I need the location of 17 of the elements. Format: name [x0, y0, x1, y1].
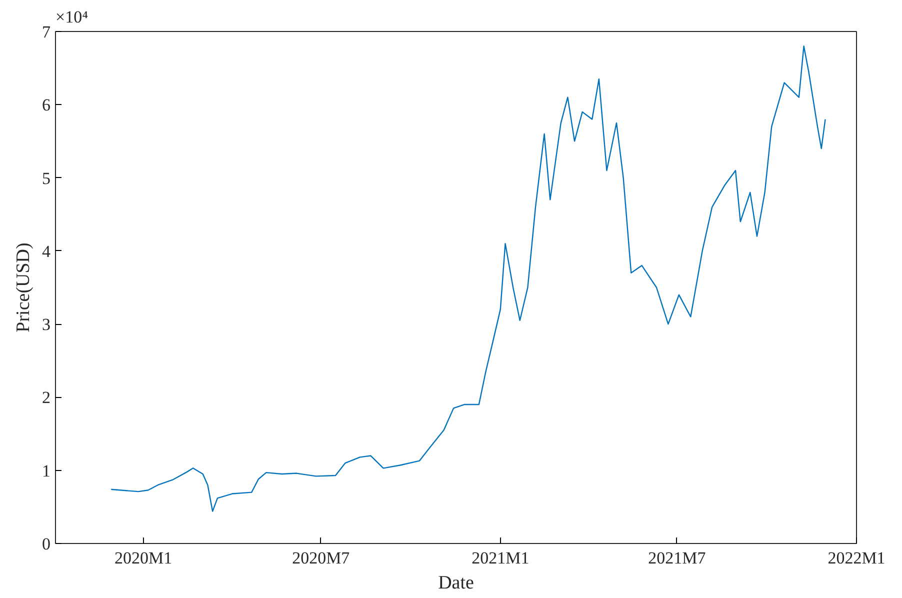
y-tick-label: 5: [42, 168, 50, 188]
y-tick-label: 3: [42, 315, 50, 334]
y-tick-label: 4: [42, 242, 51, 261]
y-tick-label: 1: [42, 461, 50, 480]
y-tick-label: 2: [42, 388, 50, 408]
text: ×10⁴: [56, 8, 88, 26]
x-tick-label: 2020M7: [292, 548, 350, 568]
line-series: [110, 46, 826, 512]
y-axis-title: Price(USD): [13, 242, 34, 332]
x-tick-label: 2022M1: [828, 548, 886, 568]
y-tick-label: 6: [42, 96, 50, 115]
y-tick-label: 0: [42, 534, 50, 554]
x-tick-label: 2020M1: [114, 548, 172, 568]
x-tick-label: 2021M7: [648, 548, 706, 568]
x-axis-title: Date: [438, 572, 474, 594]
y-tick-label: 7: [42, 22, 51, 42]
x-tick-label: 2021M1: [472, 548, 530, 568]
